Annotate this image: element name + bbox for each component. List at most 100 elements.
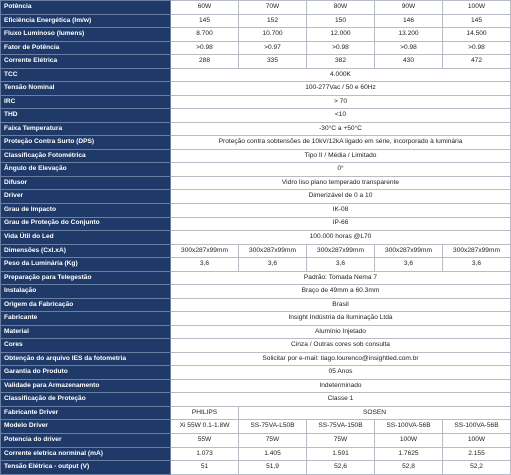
spec-label: Obtenção do arquivo IES da fotometria — [0, 351, 171, 367]
spec-label: TCC — [0, 67, 171, 83]
spec-value: Classe 1 — [170, 392, 511, 407]
spec-row: Instalação Braço de 49mm a 60.3mm — [0, 284, 511, 299]
spec-label: Potência — [0, 0, 171, 15]
spec-value: Xi 55W 0.1-1.8W — [170, 419, 239, 434]
spec-row: IRC > 70 — [0, 94, 511, 110]
spec-label: Modelo Driver — [0, 419, 171, 434]
spec-value: 150 — [306, 13, 375, 29]
spec-value: Insight Indústria da Iluminação Ltda — [170, 311, 511, 326]
spec-row: Validade para Armazenamento Indeterminado — [0, 378, 511, 394]
spec-row: Corrente eletrica norminal (mA) 1.073 1.40… — [0, 446, 511, 462]
spec-label: Classificação Fotométrica — [0, 148, 171, 164]
spec-value: SS-100VA-56B — [442, 419, 511, 434]
spec-value: SOSEN — [238, 405, 511, 421]
spec-row: Preparação para Telegestão Padrão: Tomada… — [0, 270, 511, 286]
spec-row: Potencia do driver 55W 75W 75W 100W 100W — [0, 433, 511, 448]
spec-value: 8.700 — [170, 27, 239, 42]
spec-value: 0° — [170, 162, 511, 177]
spec-value: 335 — [238, 54, 307, 69]
spec-value: 1.073 — [170, 446, 239, 462]
spec-value: 100W — [442, 0, 511, 15]
spec-value: Indeterminado — [170, 378, 511, 394]
spec-value: Vidro liso plano temperado transparente — [170, 175, 511, 191]
spec-row: TCC 4.000K — [0, 67, 511, 83]
spec-label: Grau de Proteção do Conjunto — [0, 216, 171, 232]
spec-value: 80W — [306, 0, 375, 15]
spec-value: 70W — [238, 0, 307, 15]
spec-row: Corrente Elétrica 288 335 382 430 472 — [0, 54, 511, 69]
spec-value: 05 Anos — [170, 365, 511, 380]
spec-value: >0.98 — [306, 40, 375, 56]
spec-value: 3,6 — [442, 257, 511, 272]
spec-value: Solicitar por e-mail: tiago.lourenco@ins… — [170, 351, 511, 367]
spec-value: IK-08 — [170, 202, 511, 218]
spec-value: 152 — [238, 13, 307, 29]
spec-row: Fluxo Luminoso (lumens) 8.700 10.700 12.000… — [0, 27, 511, 42]
spec-value: 55W — [170, 433, 239, 448]
spec-value: SS-100VA-56B — [374, 419, 443, 434]
spec-value: 51 — [170, 460, 239, 475]
spec-label: Dimensões (Cxl.xA) — [0, 243, 171, 259]
spec-row: Grau de Impacto IK-08 — [0, 202, 511, 218]
spec-value: 3,6 — [306, 257, 375, 272]
spec-value: 1.7625 — [374, 446, 443, 462]
spec-label: Fabricante Driver — [0, 405, 171, 421]
spec-value: 1.591 — [306, 446, 375, 462]
spec-value: Padrão: Tomada Nema 7 — [170, 270, 511, 286]
spec-value: 430 — [374, 54, 443, 69]
spec-value: >0.98 — [442, 40, 511, 56]
spec-value: 52,6 — [306, 460, 375, 475]
spec-row: Obtenção do arquivo IES da fotometria Sol… — [0, 351, 511, 367]
spec-value: SS-75VA-L50B — [238, 419, 307, 434]
spec-value: 1.405 — [238, 446, 307, 462]
spec-value: 90W — [374, 0, 443, 15]
spec-label: Faixa Temperatura — [0, 121, 171, 137]
spec-value: PHILIPS — [170, 405, 239, 421]
spec-value: 52,8 — [374, 460, 443, 475]
spec-value: Proteção contra sobtensões de 10kV/12kA … — [170, 135, 511, 150]
spec-label: Material — [0, 324, 171, 340]
spec-row: Ângulo de Elevação 0° — [0, 162, 511, 177]
spec-row: Eficiência Energética (lm/w) 145 152 150 146… — [0, 13, 511, 29]
spec-row: Garantia do Produto 05 Anos — [0, 365, 511, 380]
spec-row: Tensão Elétrica - output (V) 51 51,9 52,6 52… — [0, 460, 511, 475]
spec-label: Fluxo Luminoso (lumens) — [0, 27, 171, 42]
spec-value: 13.200 — [374, 27, 443, 42]
spec-row: Vida Útil do Led 100.000 horas @L70 — [0, 230, 511, 245]
spec-row: Tensão Nominal 100-277Vac / 50 e 60Hz — [0, 81, 511, 96]
spec-label: Ângulo de Elevação — [0, 162, 171, 177]
spec-label: Validade para Armazenamento — [0, 378, 171, 394]
spec-value: 51,9 — [238, 460, 307, 475]
spec-value: Alumínio Injetado — [170, 324, 511, 340]
spec-value: SS-75VA-150B — [306, 419, 375, 434]
spec-value: 60W — [170, 0, 239, 15]
spec-label: THD — [0, 108, 171, 123]
spec-value: 100W — [442, 433, 511, 448]
spec-label: Driver — [0, 189, 171, 204]
spec-value: 12.000 — [306, 27, 375, 42]
spec-row: Fabricante Insight Indústria da Iluminaçã… — [0, 311, 511, 326]
spec-value: 100.000 horas @L70 — [170, 230, 511, 245]
spec-row: Modelo Driver Xi 55W 0.1-1.8W SS-75VA-L50B… — [0, 419, 511, 434]
spec-label: Cores — [0, 338, 171, 353]
spec-row: Classificação Fotométrica Tipo II / Média… — [0, 148, 511, 164]
spec-row: Origem da Fabricação Brasil — [0, 297, 511, 313]
spec-label: Peso da Luminária (Kg) — [0, 257, 171, 272]
spec-value: 145 — [170, 13, 239, 29]
spec-label: Origem da Fabricação — [0, 297, 171, 313]
spec-label: Fator de Potência — [0, 40, 171, 56]
spec-label: Proteção Contra Surto (DPS) — [0, 135, 171, 150]
spec-value: 52,2 — [442, 460, 511, 475]
spec-value: >0.98 — [170, 40, 239, 56]
spec-row: Driver Dimerizável de 0 a 10 — [0, 189, 511, 204]
spec-value: 288 — [170, 54, 239, 69]
spec-value: 472 — [442, 54, 511, 69]
spec-label: Difusor — [0, 175, 171, 191]
spec-label: Grau de Impacto — [0, 202, 171, 218]
spec-row: THD <10 — [0, 108, 511, 123]
spec-label: Eficiência Energética (lm/w) — [0, 13, 171, 29]
spec-value: 300x287x99mm — [306, 243, 375, 259]
spec-label: Tensão Nominal — [0, 81, 171, 96]
